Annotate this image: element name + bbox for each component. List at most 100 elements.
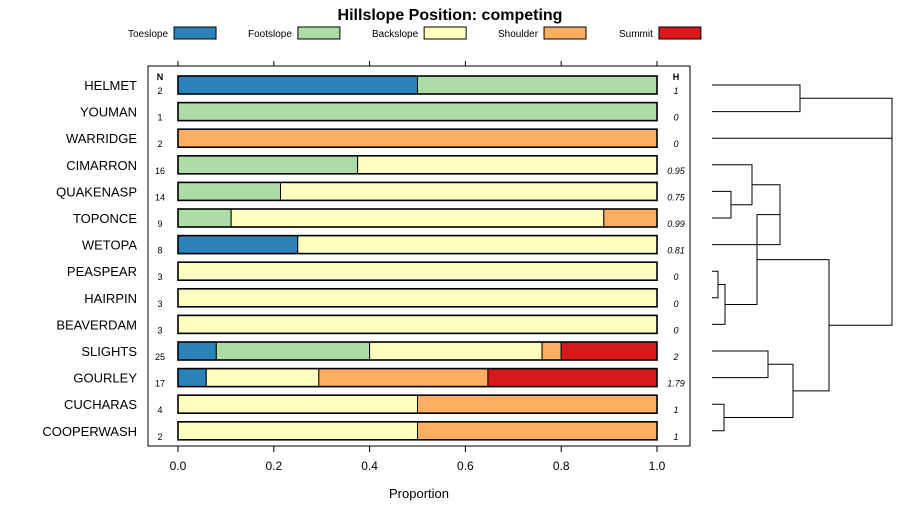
bar-outline [177,181,658,202]
bar-segment [417,421,658,441]
bar-segment [177,341,217,361]
bar-segment [177,155,359,175]
x-tick-label: 0.8 [553,459,570,473]
dendrogram [712,84,893,432]
n-value: 8 [157,246,162,256]
dendrogram-link [724,363,794,418]
h-value: 0 [673,272,678,282]
row-label: PEASPEAR [67,264,137,279]
h-column-header: H [673,72,680,82]
dendrogram-link [712,190,732,219]
bar-outline [177,420,658,441]
bar-segment [417,394,658,414]
bar-outline [177,314,658,335]
bar-segment [230,208,605,228]
n-value: 4 [157,405,162,415]
x-tick-label: 0.6 [457,459,474,473]
bar-outline [177,234,658,255]
n-value: 14 [155,192,165,202]
bar-outline [177,341,658,361]
bar-segment [177,261,658,281]
x-tick-label: 0.2 [265,459,282,473]
dendrogram-link [712,84,801,113]
legend-swatch [173,26,217,40]
x-axis: 0.0 0.2 0.4 0.6 0.8 1.0 [170,446,666,473]
h-value: 1 [673,86,678,96]
bar-segment [215,341,371,361]
legend-label: Toeslope [128,29,168,40]
bar-segment [417,75,658,95]
legend-label: Footslope [248,29,292,40]
legend-label: Summit [619,29,653,40]
bar-segment [177,368,207,388]
h-value: 0 [673,113,678,123]
bar-outline [177,261,658,282]
legend-label: Backslope [372,29,419,40]
plot-frame [147,65,691,447]
x-axis-label: Proportion [389,486,449,501]
h-value: 2 [672,352,678,362]
h-value: 0.99 [667,219,685,229]
dendrogram-link [712,350,769,379]
n-value: 3 [157,325,162,335]
x-tick-label: 1.0 [649,459,666,473]
bar-outline [177,208,658,228]
row-label: QUAKENASP [56,184,137,199]
n-value: 2 [157,139,162,149]
bar-segment [318,368,489,388]
h-value: 1.79 [667,379,685,389]
h-value: 0 [673,139,678,149]
bar-segment [177,421,418,441]
row-label: HELMET [84,78,137,93]
bar-segment [177,102,658,122]
legend-swatch [297,26,341,40]
bar-segment [177,314,658,334]
row-label: GOURLEY [73,371,137,386]
bar-segment [177,394,418,414]
bar-outline [177,101,658,122]
h-value: 0.81 [667,246,685,256]
bar-segment [177,235,299,255]
bar-segment [297,235,658,255]
n-value: 2 [157,432,162,442]
n-column-header: N [157,72,164,82]
n-value: 17 [155,379,165,389]
h-value: 0 [673,299,678,309]
bar-rows: HELMET 2 1 YOUMAN 1 0 WARRIDGE 2 0 CIMARRON 16 0.95… [42,75,686,442]
row-label: CUCHARAS [64,397,137,412]
dendrogram-link [712,403,725,432]
legend-swatch [543,26,587,40]
h-value: 1 [673,405,678,415]
top-axis-ticks [177,61,658,66]
n-value: 16 [155,166,165,176]
row-label: HAIRPIN [84,291,137,306]
row-label: BEAVERDAM [56,317,137,332]
x-tick-label: 0.0 [170,459,187,473]
row-label: WETOPA [82,238,137,253]
row-label: WARRIDGE [66,131,137,146]
bar-segment [280,181,658,201]
n-value: 3 [157,272,162,282]
bar-outline [177,155,658,175]
bar-segment [487,368,658,388]
h-value: 1 [673,432,678,442]
dendrogram-link [712,164,753,206]
x-tick-label: 0.4 [361,459,378,473]
dendrogram-link [712,270,719,299]
chart-title: Hillslope Position: competing [338,7,563,24]
h-value: 0 [673,325,678,335]
n-value: 2 [157,86,162,96]
bar-outline [177,394,658,415]
bar-outline [177,128,658,148]
h-value: 0.95 [667,166,686,176]
bar-segment [177,75,418,95]
bar-segment [369,341,543,361]
legend: Toeslope Footslope Backslope Shoulder Summit [128,26,702,40]
row-label: TOPONCE [73,211,137,226]
row-label: YOUMAN [80,105,137,120]
bar-segment [603,208,658,228]
bar-segment [177,288,658,308]
bar-outline [177,367,658,388]
bar-segment [177,128,658,148]
